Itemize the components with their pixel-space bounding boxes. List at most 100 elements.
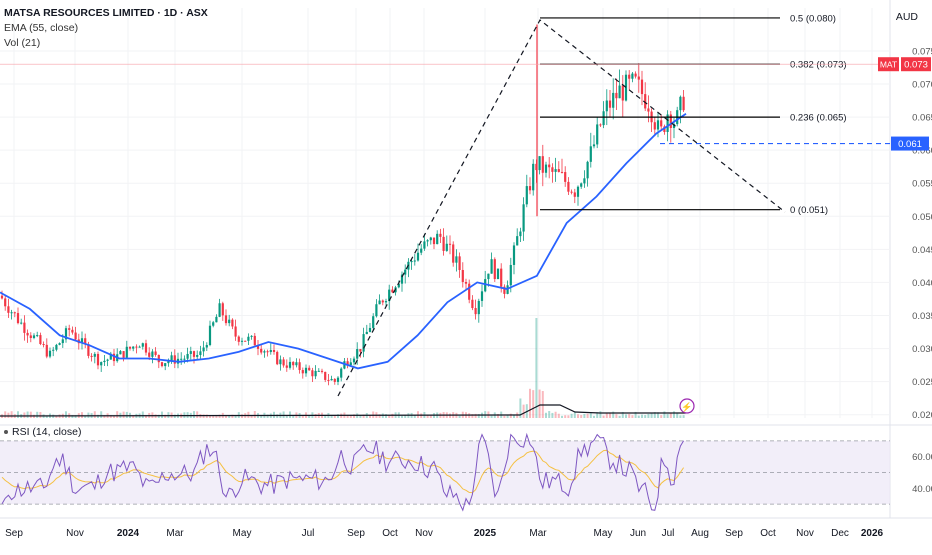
time-label: May (594, 528, 613, 539)
candle-body (362, 334, 365, 352)
candle-body (576, 186, 580, 197)
candle-body (276, 351, 279, 365)
volume-bar (218, 414, 221, 418)
volume-bar (625, 414, 627, 418)
volume-legend[interactable]: Vol (21) (4, 37, 41, 49)
volume-bar (196, 411, 199, 418)
candle-body (128, 346, 132, 349)
candle-body (551, 167, 554, 172)
rsi-tick: 60.00 (912, 452, 932, 463)
price-tick: 0.035 (912, 311, 932, 322)
volume-bar (522, 404, 525, 418)
rsi-tick: 40.00 (912, 484, 932, 495)
volume-bar (602, 415, 605, 418)
rsi-dot-icon (4, 430, 8, 434)
candle-body (429, 237, 432, 241)
candle-body (279, 359, 282, 365)
candle-body (352, 358, 356, 363)
volume-bar (359, 415, 362, 418)
volume-bar (205, 414, 208, 418)
candle-body (125, 346, 128, 358)
candle-body (474, 308, 477, 315)
volume-bar (634, 411, 637, 418)
volume-bar (202, 414, 205, 418)
candle-body (112, 353, 116, 362)
currency-label[interactable]: AUD (895, 11, 918, 23)
candle-body (538, 156, 541, 171)
trend-dashed-path (337, 19, 786, 397)
candle-body (208, 325, 212, 346)
candle-body (42, 344, 45, 346)
candle-body (311, 370, 314, 377)
price-tick: 0.030 (912, 344, 932, 355)
candle-body (436, 233, 439, 245)
candle-body (490, 259, 493, 274)
volume-bar (509, 413, 512, 418)
symbol-title[interactable]: MATSA RESOURCES LIMITED · 1D · ASX (4, 7, 208, 19)
volume-bar (330, 415, 333, 418)
candle-body (244, 340, 247, 342)
candle-body (477, 300, 480, 315)
volume-bar (577, 414, 579, 418)
volume-bar (682, 415, 685, 418)
volume-bar (209, 415, 211, 418)
time-label: Sep (347, 528, 365, 539)
candle-body (503, 286, 506, 294)
volume-bar (39, 411, 42, 418)
rsi-group (1, 432, 685, 512)
candle-body (64, 328, 68, 340)
candle-body (461, 269, 464, 282)
volume-bar (103, 415, 106, 418)
volume-bar (573, 411, 576, 418)
candle-body (29, 335, 32, 338)
volume-bar (289, 411, 291, 418)
time-label: Sep (725, 528, 743, 539)
candle-body (253, 335, 256, 346)
volume-bar (669, 413, 672, 418)
candle-body (570, 191, 573, 193)
candle-body (55, 344, 58, 350)
volume-bar (81, 412, 83, 418)
candle-body (154, 351, 157, 355)
candle-body (87, 344, 90, 356)
candle-body (196, 355, 199, 357)
candle-body (640, 79, 644, 95)
candle-body (368, 327, 372, 332)
candle-body (420, 248, 423, 253)
candle-body (416, 252, 420, 261)
candle-body (26, 332, 29, 336)
candle-body (314, 370, 317, 377)
ema-legend[interactable]: EMA (55, close) (4, 22, 79, 34)
candle-body (192, 351, 196, 357)
volume-bar (260, 415, 263, 418)
candle-body (144, 343, 148, 353)
candle-body (372, 316, 375, 328)
candle-body (272, 350, 276, 352)
candle-body (656, 120, 660, 130)
volume-bar (141, 411, 144, 418)
volume-bar (449, 413, 451, 418)
volume-bar (641, 414, 643, 418)
volume-bar (564, 415, 567, 418)
candle-body (564, 172, 567, 182)
volume-bar (653, 412, 656, 418)
candle-body (228, 319, 231, 324)
volume-bar (538, 389, 541, 418)
volume-bar (215, 414, 218, 418)
volume-bar (506, 414, 509, 418)
candle-body (439, 233, 442, 237)
volume-bar (637, 415, 640, 418)
candle-body (557, 169, 560, 172)
candle-body (285, 365, 288, 368)
candle-body (189, 351, 192, 354)
ticker-badge-text: MAT (880, 60, 897, 70)
candle-body (247, 336, 250, 341)
volume-bar (599, 411, 602, 418)
volume-bar (567, 415, 570, 418)
candle-body (109, 353, 112, 360)
candle-body (522, 204, 525, 232)
candle-body (100, 362, 103, 366)
volume-bar (545, 412, 547, 418)
rsi-legend[interactable]: RSI (14, close) (4, 426, 81, 438)
